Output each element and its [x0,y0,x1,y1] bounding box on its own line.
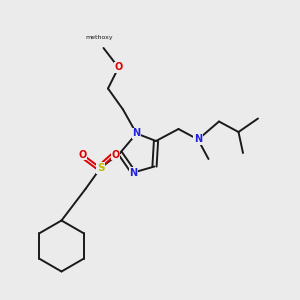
Text: S: S [97,163,104,173]
Text: O: O [78,149,87,160]
Text: N: N [132,128,141,139]
Text: O: O [114,62,123,73]
Text: methoxy: methoxy [85,35,113,40]
Text: N: N [194,134,202,145]
Text: O: O [111,149,120,160]
Text: N: N [129,167,138,178]
